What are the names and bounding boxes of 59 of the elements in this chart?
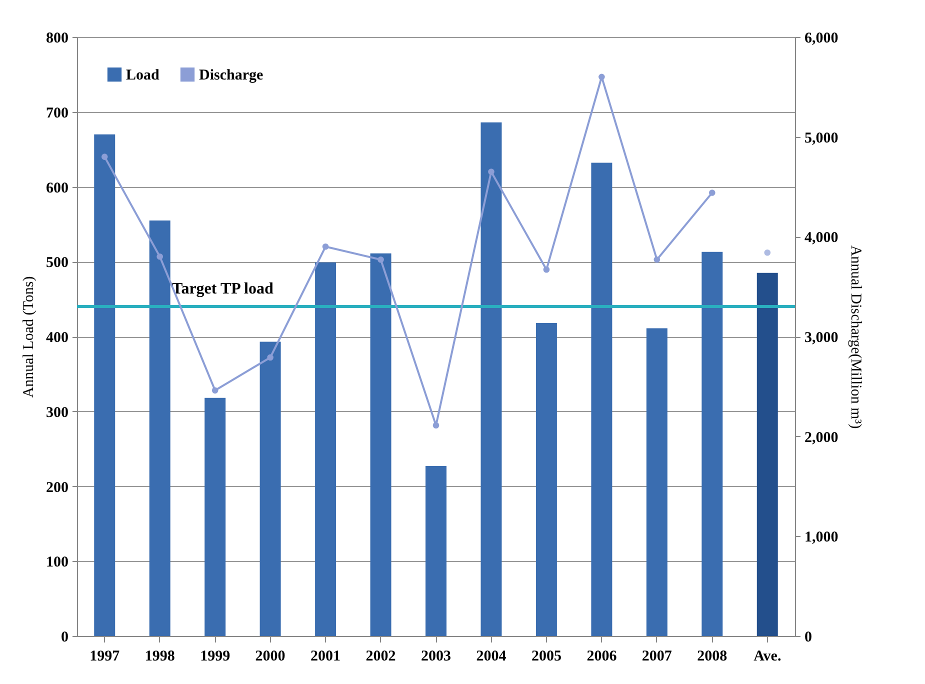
point — [212, 387, 218, 394]
ref-line-label: Target TP load — [172, 280, 274, 298]
y2-axis-title: Annual Discharge(Million m³) — [847, 245, 864, 429]
bar — [536, 323, 557, 636]
point — [708, 190, 716, 196]
x-tick-label: 2001 — [310, 648, 341, 664]
y-tick-label: 800 — [46, 30, 68, 46]
y2-tick-label: 5,000 — [804, 130, 838, 146]
bar — [149, 220, 170, 636]
y-tick-label: 700 — [46, 105, 68, 122]
y2-tick-label: 6,000 — [804, 30, 838, 46]
point — [598, 74, 605, 80]
y2-tick-label: 1,000 — [804, 530, 838, 546]
bar — [260, 342, 281, 636]
y-tick-label: 0 — [61, 630, 68, 646]
bar — [426, 466, 446, 636]
y-tick-label: 600 — [46, 180, 68, 196]
y-tick-label: 500 — [46, 255, 68, 272]
x-tick-label: Ave. — [754, 648, 782, 664]
bar — [756, 272, 778, 636]
bar — [370, 253, 392, 636]
x-tick-label: 2000 — [255, 648, 286, 664]
bar — [702, 252, 723, 636]
x-tick-label: 2003 — [421, 648, 451, 664]
x-tick-label: 2004 — [476, 648, 507, 664]
x-tick-label: 2002 — [366, 648, 396, 664]
point — [378, 256, 384, 263]
x-tick-label: 1997 — [90, 648, 120, 664]
point — [101, 154, 108, 160]
bar — [204, 398, 226, 636]
x-tick-label: 2005 — [531, 648, 562, 664]
bar — [591, 162, 612, 636]
y-tick-label: 400 — [46, 330, 68, 346]
point — [543, 266, 550, 273]
x-tick-label: 2007 — [642, 648, 672, 664]
y-axis-title: Annual Load (Tons) — [21, 276, 37, 398]
point — [267, 354, 274, 361]
bar — [646, 328, 668, 636]
y2-tick-label: 3,000 — [804, 330, 838, 346]
y2-tick-label: 4,000 — [804, 230, 838, 246]
x-tick-label: 1998 — [144, 648, 175, 664]
y2-tick-label: 0 — [804, 630, 812, 646]
point — [488, 168, 494, 175]
y-tick-label: 100 — [46, 554, 68, 571]
legend-label: Discharge — [199, 68, 264, 84]
bar — [94, 134, 116, 636]
x-tick-label: 2008 — [697, 648, 728, 664]
x-tick-label: 2006 — [586, 648, 618, 664]
point — [654, 256, 660, 263]
y2-tick-label: 2,000 — [804, 430, 838, 446]
bar — [315, 262, 336, 636]
point — [322, 243, 329, 250]
point — [156, 253, 164, 260]
legend-label: Load — [126, 68, 160, 84]
y-tick-label: 200 — [46, 480, 68, 496]
y-tick-label: 300 — [46, 404, 68, 421]
point — [432, 422, 440, 429]
x-tick-label: 1999 — [200, 648, 230, 664]
bar — [480, 122, 502, 636]
